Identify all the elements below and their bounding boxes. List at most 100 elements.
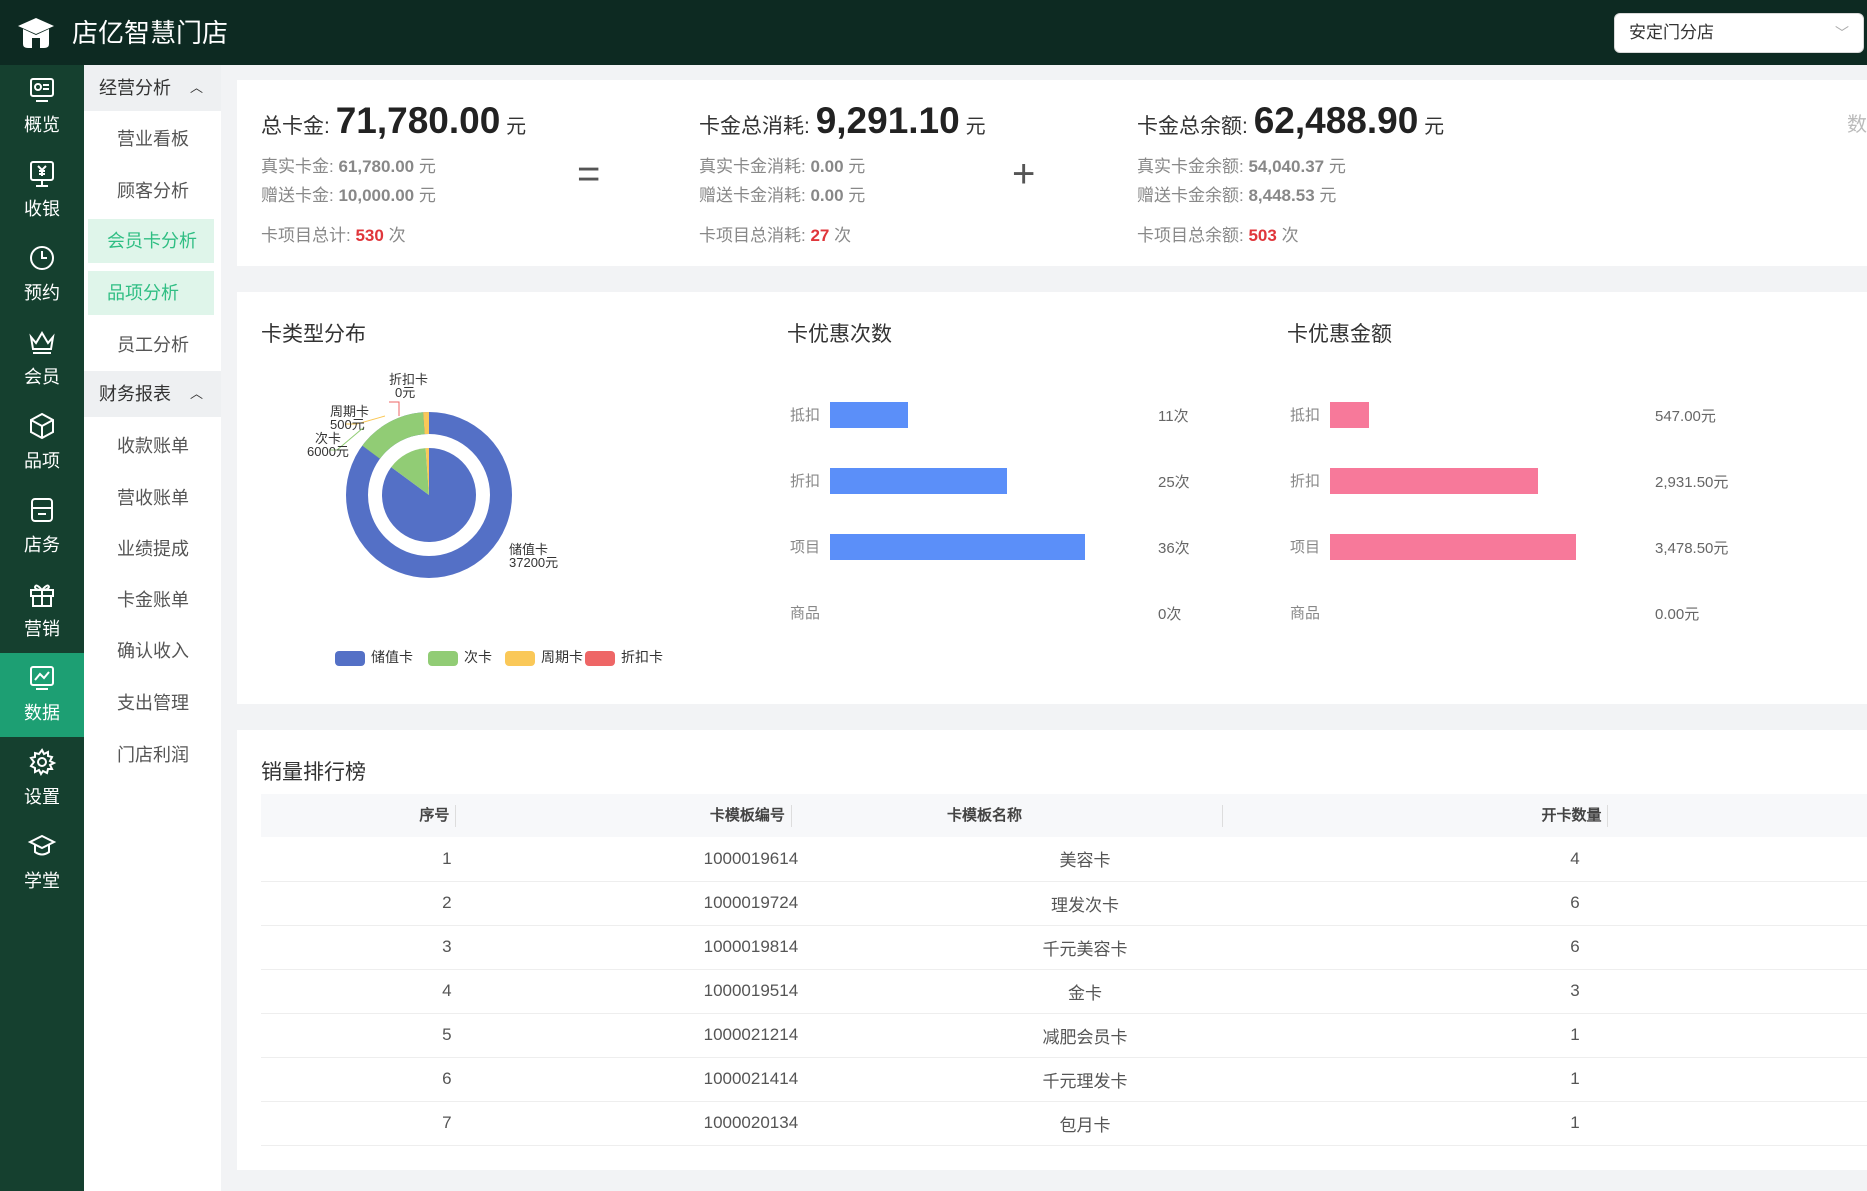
legend-item-次卡[interactable]: 次卡 bbox=[428, 647, 492, 667]
nav-item-store-ops[interactable]: 店务 bbox=[0, 485, 84, 569]
real-balance-unit: 元 bbox=[1328, 157, 1346, 176]
box-icon bbox=[30, 412, 54, 440]
logo-icon bbox=[18, 18, 54, 48]
bar-项目 bbox=[830, 534, 1085, 560]
gift-consumed-row: 赠送卡金消耗: 0.00 元 bbox=[699, 181, 865, 206]
table-cell: 1 bbox=[1282, 1013, 1867, 1058]
subnav-group-business[interactable]: 经营分析 ︿ bbox=[84, 65, 221, 111]
nav-label: 品项 bbox=[24, 451, 60, 471]
consumed-value: 9,291.10 bbox=[815, 100, 960, 141]
subnav-item[interactable]: 收款账单 bbox=[117, 436, 189, 456]
table-cell: 千元理发卡 bbox=[887, 1057, 1283, 1102]
equals-sign: = bbox=[577, 152, 601, 196]
bar-row-折扣: 折扣 2,931.50元 bbox=[1290, 468, 1775, 494]
legend-swatch bbox=[585, 650, 615, 666]
col-header: 卡模板编号 bbox=[614, 794, 888, 837]
bar-row-抵扣: 抵扣 547.00元 bbox=[1290, 402, 1775, 428]
bar-row-折扣: 折扣 25次 bbox=[790, 468, 1278, 494]
card-items-balance-row: 卡项目总余额: 503 次 bbox=[1137, 221, 1299, 246]
bar-value-label: 11次 bbox=[1158, 408, 1189, 425]
bar-row-项目: 项目 3,478.50元 bbox=[1290, 534, 1775, 560]
table-cell: 1000021414 bbox=[614, 1057, 888, 1102]
subnav-item[interactable]: 支出管理 bbox=[117, 693, 189, 713]
bar-折扣 bbox=[1330, 468, 1538, 494]
gift-balance-value: 8,448.53 bbox=[1248, 186, 1315, 205]
summary-total-card: 总卡金: 71,780.00 元 真实卡金: 61,780.00 元 赠送卡金:… bbox=[237, 80, 597, 266]
table-row[interactable]: 2 1000019724 理发次卡 6 bbox=[261, 881, 1867, 926]
legend-label: 次卡 bbox=[464, 649, 492, 665]
legend-swatch bbox=[505, 650, 535, 666]
table-row[interactable]: 1 1000019614 美容卡 4 bbox=[261, 837, 1867, 882]
col-header: 序号 bbox=[261, 794, 615, 837]
table-cell: 7 bbox=[261, 1101, 615, 1146]
nav-label: 概览 bbox=[24, 115, 60, 135]
subnav-item[interactable]: 门店利润 bbox=[117, 745, 189, 765]
chevron-down-icon: ﹀ bbox=[1835, 25, 1849, 41]
dashboard-icon bbox=[30, 78, 54, 102]
bar-category-label: 商品 bbox=[790, 605, 821, 622]
nav-item-booking[interactable]: 预约 bbox=[0, 233, 84, 317]
subnav-item[interactable]: 卡金账单 bbox=[117, 590, 189, 610]
table-cell: 1000019724 bbox=[614, 881, 888, 926]
table-cell: 6 bbox=[1282, 925, 1867, 970]
table-cell: 1 bbox=[1282, 1101, 1867, 1146]
top-bar: 店亿智慧门店 安定门分店 ﹀ bbox=[0, 0, 1867, 65]
subnav-item[interactable]: 营业看板 bbox=[117, 129, 189, 149]
pie-label-line bbox=[329, 427, 364, 451]
store-select[interactable]: 安定门分店 ﹀ bbox=[1614, 13, 1864, 53]
bar-row-项目: 项目 36次 bbox=[790, 534, 1278, 560]
card-items-consumed-label: 卡项目总消耗: bbox=[699, 226, 806, 245]
table-cell: 3 bbox=[261, 925, 615, 970]
gift-balance-label: 赠送卡金余额: bbox=[1137, 186, 1244, 205]
legend-label: 储值卡 bbox=[371, 649, 413, 665]
nav-item-products[interactable]: 品项 bbox=[0, 401, 84, 485]
table-row[interactable]: 5 1000021214 减肥会员卡 1 bbox=[261, 1013, 1867, 1058]
subnav-item-active[interactable]: 品项分析 bbox=[88, 271, 214, 315]
legend-item-折扣卡[interactable]: 折扣卡 bbox=[585, 647, 663, 667]
real-balance-value: 54,040.37 bbox=[1248, 157, 1325, 176]
table-row[interactable]: 7 1000020134 包月卡 1 bbox=[261, 1101, 1867, 1146]
nav-item-cashier[interactable]: 收银 bbox=[0, 149, 84, 233]
real-card-value: 61,780.00 bbox=[338, 157, 415, 176]
table-cell: 减肥会员卡 bbox=[887, 1013, 1283, 1058]
table-cell: 4 bbox=[261, 969, 615, 1014]
nav-item-marketing[interactable]: 营销 bbox=[0, 569, 84, 653]
table-cell: 4 bbox=[1282, 837, 1867, 882]
bar-value-label: 3,478.50元 bbox=[1655, 540, 1729, 557]
table-row[interactable]: 4 1000019514 金卡 3 bbox=[261, 969, 1867, 1014]
nav-item-overview[interactable]: 概览 bbox=[0, 65, 84, 149]
table-row[interactable]: 3 1000019814 千元美容卡 6 bbox=[261, 925, 1867, 970]
real-consumed-value: 0.00 bbox=[810, 157, 844, 176]
subnav-item[interactable]: 员工分析 bbox=[117, 335, 189, 355]
table-cell: 5 bbox=[261, 1013, 615, 1058]
table-cell: 3 bbox=[1282, 969, 1867, 1014]
pie-label: 次卡 bbox=[315, 431, 341, 446]
subnav-item[interactable]: 营收账单 bbox=[117, 488, 189, 508]
nav-item-data[interactable]: 数据 bbox=[0, 653, 84, 737]
legend-item-储值卡[interactable]: 储值卡 bbox=[335, 647, 413, 667]
bar-value-label: 547.00元 bbox=[1655, 408, 1716, 425]
subnav-item[interactable]: 业绩提成 bbox=[117, 539, 189, 559]
subnav-group-finance[interactable]: 财务报表 ︿ bbox=[84, 371, 221, 417]
nav-item-settings[interactable]: 设置 bbox=[0, 737, 84, 821]
subnav-item-active[interactable]: 会员卡分析 bbox=[88, 219, 214, 263]
pie-label-line bbox=[389, 401, 400, 416]
pie-label-line bbox=[345, 415, 386, 425]
table-cell: 6 bbox=[1282, 881, 1867, 926]
nav-item-academy[interactable]: 学堂 bbox=[0, 821, 84, 905]
subnav-item[interactable]: 顾客分析 bbox=[117, 181, 189, 201]
ranking-table: 序号 卡模板编号 卡模板名称 开卡数量 1 1000019614 美容卡 4 2 1000… bbox=[261, 794, 1867, 1146]
amount-chart-title: 卡优惠金额 bbox=[1287, 323, 1392, 346]
bar-row-商品: 商品 0.00元 bbox=[1290, 600, 1775, 626]
pie-label: 周期卡 bbox=[330, 404, 369, 419]
balance-label: 卡金总余额: bbox=[1137, 115, 1248, 138]
subnav-group-label: 财务报表 bbox=[99, 384, 171, 404]
bar-category-label: 商品 bbox=[1290, 605, 1321, 622]
pie-slice-周期卡 bbox=[425, 448, 429, 495]
legend-item-周期卡[interactable]: 周期卡 bbox=[505, 647, 583, 667]
clock-icon bbox=[30, 246, 54, 270]
table-row[interactable]: 6 1000021414 千元理发卡 1 bbox=[261, 1057, 1867, 1102]
subnav-item[interactable]: 确认收入 bbox=[117, 641, 189, 661]
nav-item-member[interactable]: 会员 bbox=[0, 317, 84, 401]
card-items-total-label: 卡项目总计: bbox=[261, 226, 351, 245]
